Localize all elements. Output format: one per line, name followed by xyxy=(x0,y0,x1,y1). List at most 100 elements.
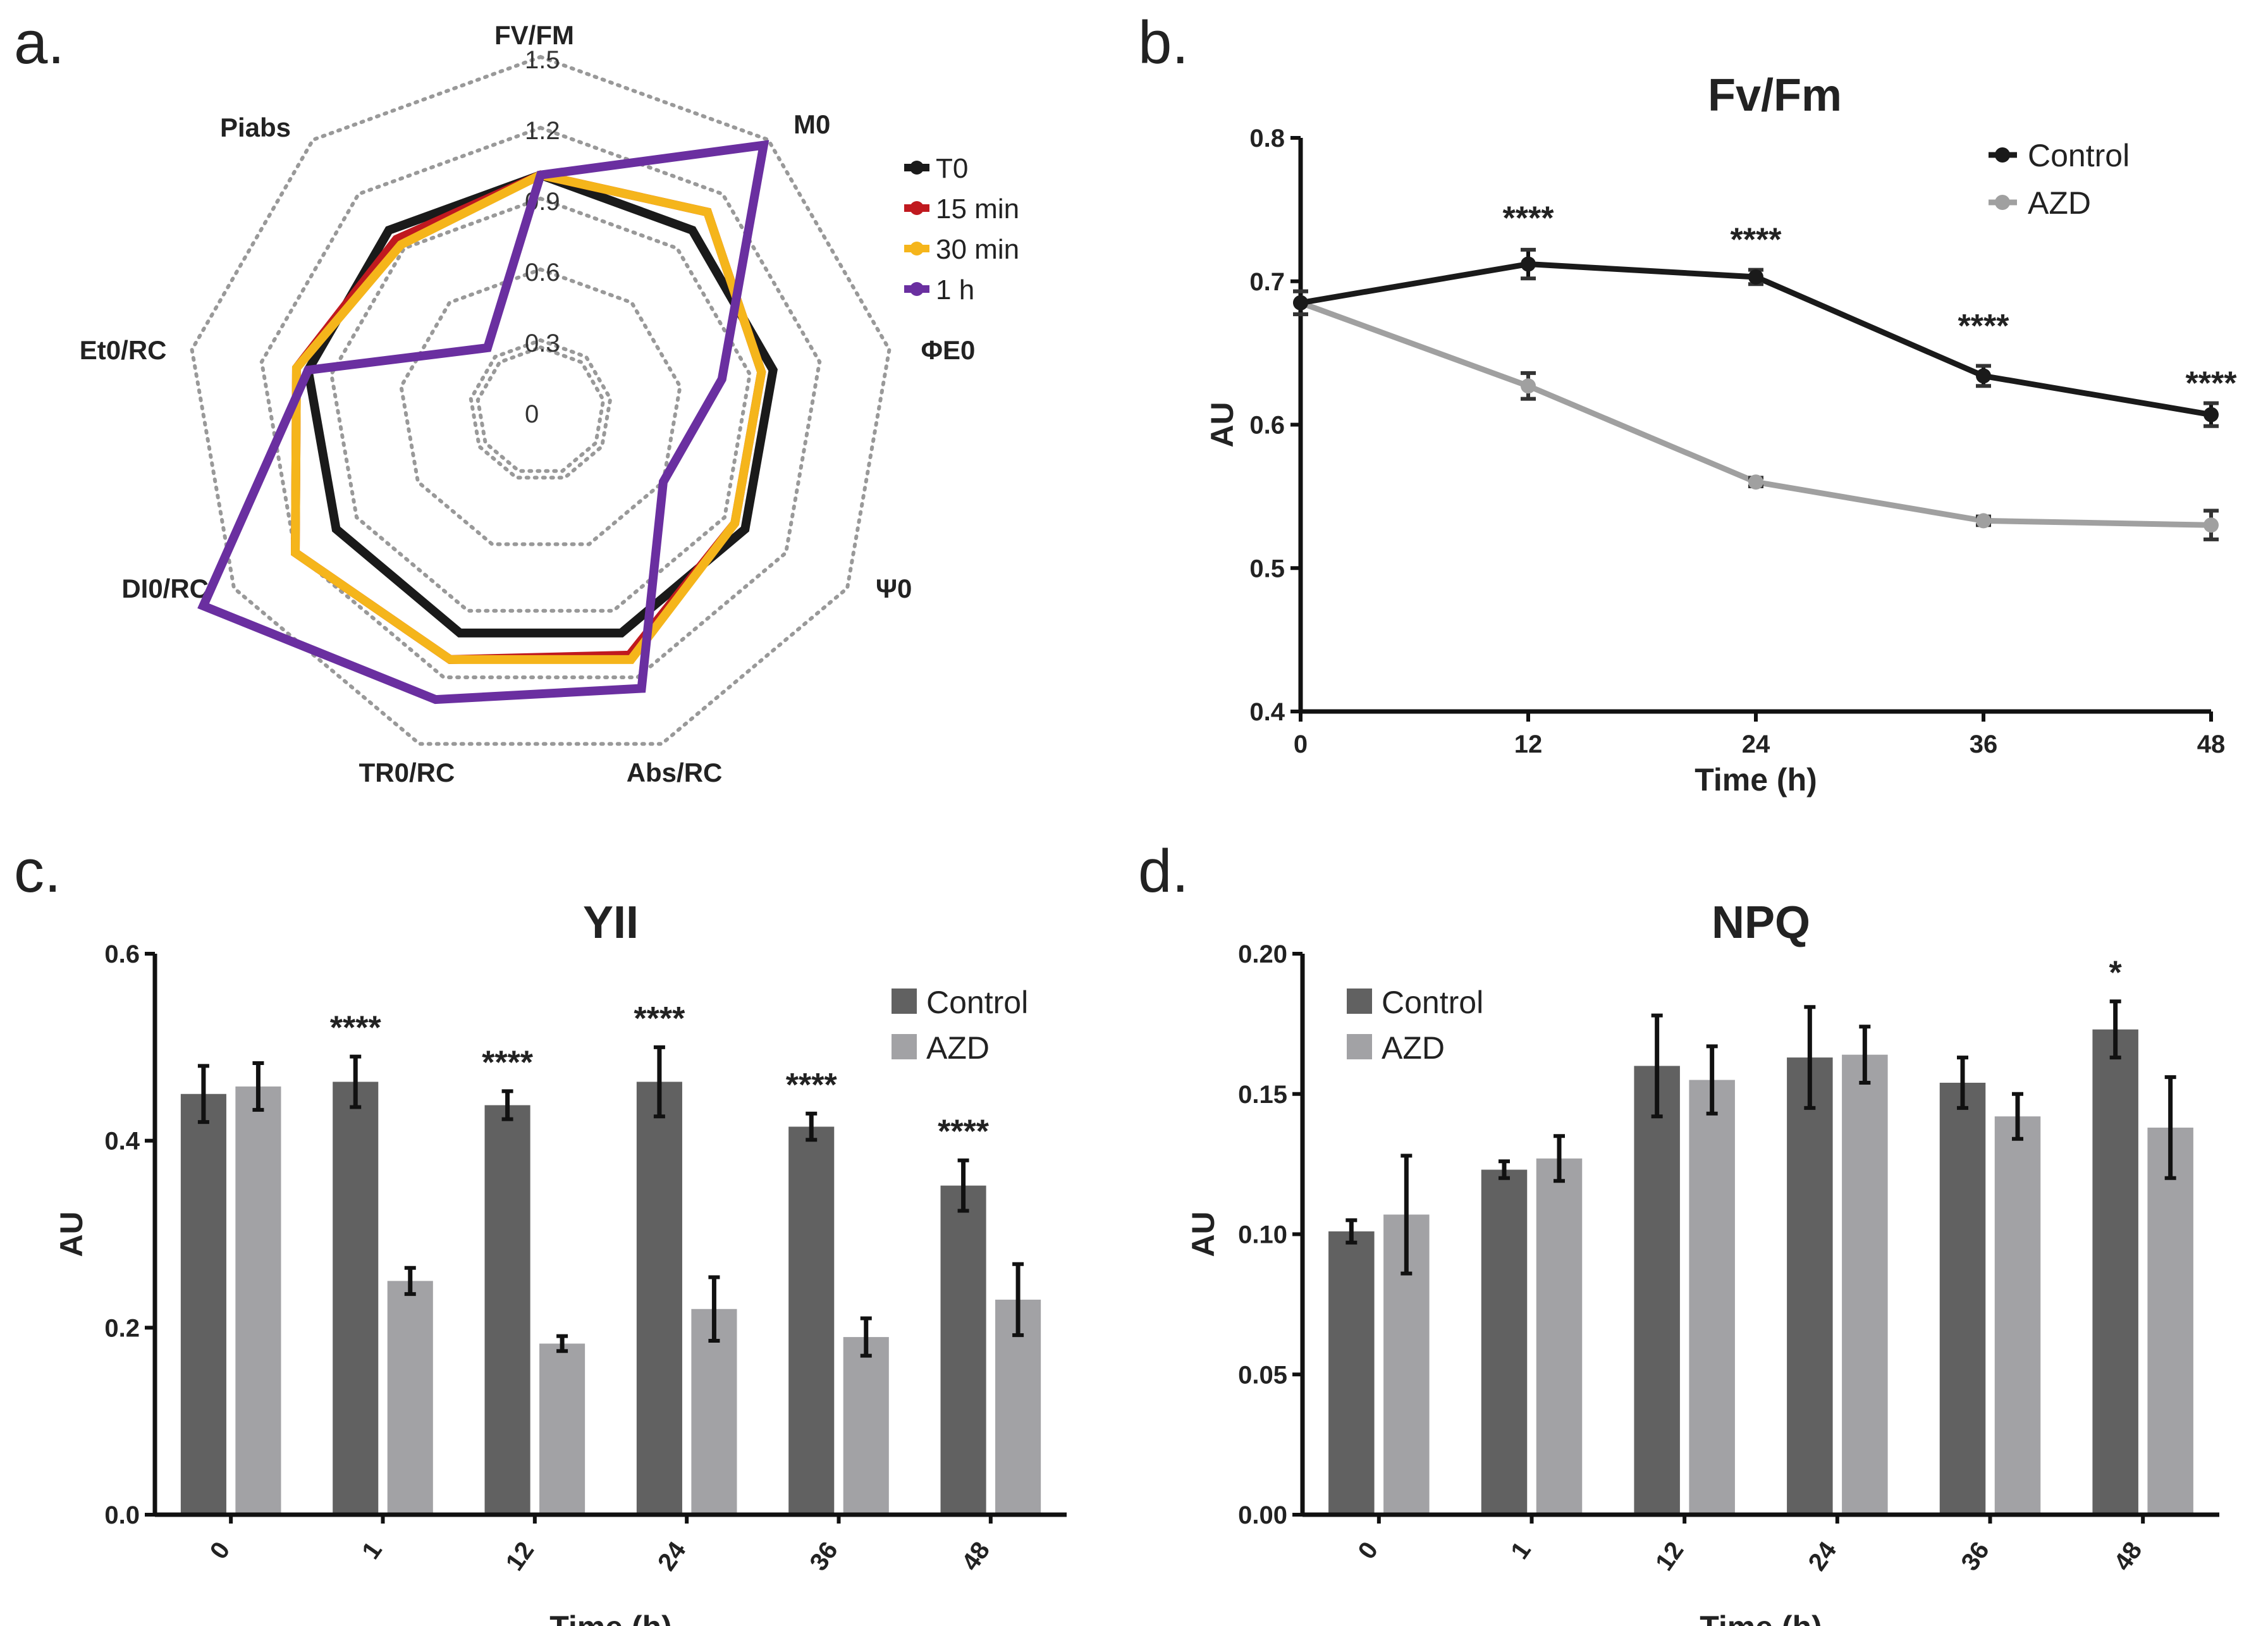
radar-axis-label: Et0/RC xyxy=(80,335,167,365)
legend-marker xyxy=(910,201,924,215)
legend-swatch xyxy=(892,989,917,1014)
y-tick-label: 0.15 xyxy=(1238,1081,1287,1109)
y-tick-label: 0.7 xyxy=(1249,268,1285,296)
x-tick-label: 0 xyxy=(1294,730,1308,758)
x-tick-label: 0 xyxy=(1352,1537,1383,1564)
series-line-Control xyxy=(1300,261,2212,418)
chart-title: YII xyxy=(583,897,639,948)
legend-label: 30 min xyxy=(936,234,1019,265)
panel-letter-d: d. xyxy=(1138,837,1189,905)
y-tick-label: 0.6 xyxy=(1249,412,1285,440)
x-tick-label: 36 xyxy=(1956,1537,1995,1576)
x-tick-label: 48 xyxy=(2197,730,2226,758)
fvfm-line-chart: Fv/Fm 0.4 0.5 0.6 0.7 0.8 0 12 24 36 48 Time (h) AU *… xyxy=(1204,70,2237,798)
data-point xyxy=(1976,368,1991,384)
bar-control xyxy=(636,1081,682,1515)
legend-label: AZD xyxy=(1382,1030,1445,1066)
radar-ring-tick: 0.3 xyxy=(525,330,560,357)
bar-control xyxy=(1328,1231,1375,1515)
y-tick-label: 0.05 xyxy=(1238,1361,1287,1389)
radar-axis-label: DI0/RC xyxy=(121,574,209,603)
bar-control xyxy=(1634,1066,1680,1515)
legend-marker xyxy=(1995,195,2010,210)
radar-grid-ring xyxy=(399,267,682,546)
data-point xyxy=(2204,407,2219,422)
bar-control xyxy=(940,1185,986,1515)
y-tick-label: 0.6 xyxy=(104,940,140,968)
x-tick-label: 0 xyxy=(205,1537,236,1564)
legend-marker xyxy=(1995,147,2010,163)
panel-letter-c: c. xyxy=(14,837,61,905)
bar-control xyxy=(1939,1083,1986,1515)
legend-marker xyxy=(910,282,924,296)
bar-control xyxy=(180,1093,226,1515)
data-point xyxy=(1748,474,1763,490)
bar-control xyxy=(1481,1169,1528,1515)
radar-axis-label: ΦE0 xyxy=(921,335,975,365)
bar-control xyxy=(788,1126,835,1515)
data-point xyxy=(1293,295,1308,311)
chart-title: NPQ xyxy=(1712,897,1810,948)
data-point xyxy=(1748,269,1763,285)
y-tick-label: 0.20 xyxy=(1238,940,1287,968)
legend-label: Control xyxy=(1382,985,1483,1020)
significance-marker: **** xyxy=(1958,308,2010,345)
panel-letter-a: a. xyxy=(14,9,64,77)
legend-swatch xyxy=(1347,989,1372,1014)
y-tick-label: 0.2 xyxy=(104,1314,140,1342)
bar-azd xyxy=(1994,1116,2041,1515)
x-tick-label: 48 xyxy=(957,1537,996,1576)
bar-azd xyxy=(1689,1080,1735,1515)
x-tick-label: 1 xyxy=(1505,1537,1536,1564)
bar-azd xyxy=(691,1309,737,1515)
bar-control xyxy=(333,1081,379,1515)
bar-azd xyxy=(235,1086,281,1515)
x-tick-label: 12 xyxy=(501,1537,540,1576)
bar-control xyxy=(2092,1029,2138,1515)
bar-azd xyxy=(2147,1127,2193,1515)
data-point xyxy=(2204,517,2219,533)
data-point xyxy=(1521,378,1536,394)
bar-azd xyxy=(1842,1054,1888,1515)
bar-azd xyxy=(843,1337,889,1515)
x-tick-label: 12 xyxy=(1514,730,1543,758)
bar-azd xyxy=(539,1343,585,1515)
y-tick-label: 0.10 xyxy=(1238,1221,1287,1249)
radar-axis-label: TR0/RC xyxy=(359,758,455,787)
legend-label: Control xyxy=(926,985,1028,1020)
radar-grid-ring xyxy=(190,54,892,746)
significance-marker: **** xyxy=(2186,365,2238,402)
legend-swatch xyxy=(892,1034,917,1059)
legend-label: 15 min xyxy=(936,194,1019,225)
significance-marker: **** xyxy=(634,1001,685,1037)
legend-marker xyxy=(910,161,924,175)
radar-ring-tick: 1.5 xyxy=(525,46,560,74)
y-tick-label: 0.00 xyxy=(1238,1501,1287,1529)
radar-axis-label: FV/FM xyxy=(494,20,574,50)
bar-azd xyxy=(387,1281,433,1515)
x-tick-label: 1 xyxy=(357,1537,388,1564)
significance-marker: **** xyxy=(786,1067,838,1104)
legend-marker xyxy=(910,242,924,256)
y-axis-label: AU xyxy=(54,1211,89,1257)
legend-swatch xyxy=(1347,1034,1372,1059)
legend-label: AZD xyxy=(926,1030,990,1066)
radar-grid-ring xyxy=(259,125,822,679)
radar-axis-label: M0 xyxy=(794,109,830,139)
significance-marker: **** xyxy=(482,1044,534,1081)
radar-grid-ring xyxy=(469,338,613,480)
y-axis-label: AU xyxy=(1204,402,1240,447)
y-tick-label: 0.4 xyxy=(104,1128,140,1155)
panel-letter-b: b. xyxy=(1138,9,1189,77)
series-line-AZD xyxy=(1299,300,2212,528)
significance-marker: **** xyxy=(330,1010,382,1047)
legend-label: Control xyxy=(2028,138,2130,173)
x-tick-label: 12 xyxy=(1650,1537,1689,1576)
radar-ring-tick: 0.6 xyxy=(525,259,560,286)
x-tick-label: 36 xyxy=(804,1537,843,1576)
y-axis-label: AU xyxy=(1186,1211,1221,1257)
x-axis-label: Time (h) xyxy=(549,1610,672,1626)
y-tick-label: 0.0 xyxy=(104,1501,140,1529)
data-point xyxy=(1976,513,1991,529)
npq-bar-chart: NPQ 0 1 12 24 36 48 * 0.00 0.05 0.10 0.15 0.20 Time (… xyxy=(1186,897,2219,1626)
